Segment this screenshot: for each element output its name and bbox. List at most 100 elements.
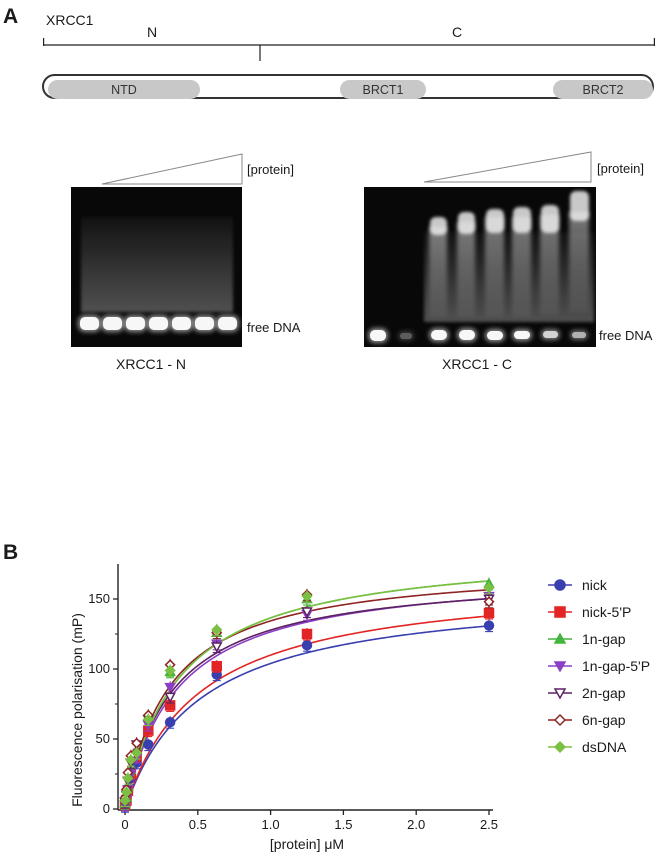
gel-c-free-band [572, 332, 586, 338]
legend-label-dsDNA: dsDNA [582, 739, 627, 755]
gel-c-shifted-band [458, 212, 475, 234]
y-tick-label: 0 [103, 801, 110, 816]
fit-curve-nick [124, 625, 490, 810]
data-point-nick [301, 639, 313, 651]
y-tick-label: 50 [96, 731, 110, 746]
legend-marker-2n-gap [553, 688, 567, 700]
protein-gradient-label-n: [protein] [247, 162, 294, 177]
protein-name-label: XRCC1 [46, 12, 94, 28]
protein-gradient-wedge-n [101, 153, 243, 185]
gel-n-band [80, 317, 99, 330]
gel-c-streak [540, 215, 559, 315]
gel-c-streak [569, 212, 589, 312]
panel-b-letter: B [3, 541, 19, 564]
free-dna-label-c: free DNA [599, 328, 653, 343]
gel-n-band [195, 317, 214, 330]
gel-c-free-band [459, 330, 475, 340]
y-tick-label: 100 [88, 661, 110, 676]
data-point-1n-gap-5'P [164, 682, 176, 694]
data-point-nick [164, 716, 176, 728]
gel-c-free-band [487, 331, 503, 340]
x-tick-label: 0.5 [189, 817, 207, 832]
fp-binding-chart: 0 50 100 150 0 0.5 1.0 1.5 2.0 2.5 nick nick-5'P 1n… [69, 564, 650, 852]
data-point-nick-5'P [301, 628, 313, 640]
legend-label-nick: nick [582, 577, 608, 593]
domain-ntd: NTD [48, 80, 200, 99]
gel-xrcc1-n [71, 187, 242, 347]
legend-marker-1n-gap [553, 632, 567, 644]
data-point-6n-gap [483, 596, 495, 608]
gel-n-band [218, 317, 237, 330]
gel-caption-c: XRCC1 - C [442, 356, 513, 372]
chart-axes: 0 50 100 150 0 0.5 1.0 1.5 2.0 2.5 [88, 564, 498, 832]
data-point-2n-gap [164, 692, 176, 704]
x-tick-label: 1.0 [262, 817, 280, 832]
gel-c-shifted-band [486, 209, 504, 233]
gel-n-background-smear [81, 217, 233, 312]
gel-c-streak [457, 222, 475, 317]
legend-label-nick-5'P: nick-5'P [582, 604, 631, 620]
gel-caption-n: XRCC1 - N [116, 356, 187, 372]
data-point-dsDNA [122, 772, 134, 784]
domain-bracket [42, 38, 656, 61]
c-terminal-label: C [452, 24, 463, 40]
legend-marker-dsDNA [553, 740, 567, 754]
gel-c-free-band [514, 331, 530, 339]
data-point-2n-gap [210, 642, 223, 653]
gel-c-background-smear [424, 232, 594, 322]
data-point-dsDNA [301, 590, 313, 602]
gel-n-band [103, 317, 122, 330]
x-tick-label: 2.5 [480, 817, 498, 832]
data-point-dsDNA [483, 582, 495, 594]
data-point-dsDNA [211, 624, 223, 636]
gel-c-free-band [431, 330, 447, 340]
gel-c-streak [429, 227, 447, 317]
gel-xrcc1-c [364, 187, 596, 347]
gel-c-streak [512, 217, 531, 317]
data-point-dsDNA [142, 713, 154, 725]
protein-gradient-wedge-c [423, 151, 592, 183]
gel-n-band [172, 317, 191, 330]
chart-legend: nick nick-5'P 1n-gap 1n-gap-5'P 2n-gap 6n-gap… [548, 577, 650, 755]
chart-data-points [119, 577, 495, 813]
y-tick-label: 150 [88, 591, 110, 606]
legend-label-1n-gap: 1n-gap [582, 631, 626, 647]
domain-brct2: BRCT2 [553, 80, 653, 99]
legend-label-6n-gap: 6n-gap [582, 712, 626, 728]
legend-marker-1n-gap-5'P [553, 661, 567, 673]
data-point-nick-5'P [211, 660, 222, 672]
data-point-nick [143, 739, 154, 750]
domain-brct1: BRCT1 [340, 80, 426, 99]
legend-marker-6n-gap [553, 713, 567, 727]
protein-gradient-label-c: [protein] [597, 161, 644, 176]
data-point-nick-5'P [483, 607, 495, 619]
gel-c-shifted-band [570, 191, 589, 221]
data-point-nick [483, 620, 495, 631]
gel-c-streak [485, 217, 504, 317]
data-point-dsDNA [120, 786, 133, 798]
domain-map: NTD BRCT1 BRCT2 [42, 74, 654, 99]
gel-c-free-band [543, 331, 558, 338]
legend-label-1n-gap-5'P: 1n-gap-5'P [582, 658, 650, 674]
gel-c-shifted-band [430, 217, 447, 235]
gel-n-band [126, 317, 145, 330]
gel-c-free-band [370, 330, 386, 341]
data-point-dsDNA [164, 664, 176, 676]
gel-c-shifted-band [541, 205, 559, 233]
data-point-dsDNA [131, 747, 143, 759]
gel-c-free-band [400, 333, 412, 339]
data-point-2n-gap [301, 607, 313, 618]
x-tick-label: 0 [121, 817, 128, 832]
free-dna-label-n: free DNA [247, 320, 301, 335]
y-axis-label: Fluorescence polarisation (mP) [69, 613, 85, 807]
legend-label-2n-gap: 2n-gap [582, 685, 626, 701]
x-tick-label: 2.0 [407, 817, 425, 832]
panel-a-letter: A [3, 5, 19, 28]
legend-marker-nick-5'P [554, 606, 566, 618]
gel-n-band [149, 317, 168, 330]
n-terminal-label: N [147, 24, 158, 40]
gel-c-shifted-band [513, 207, 531, 233]
x-tick-label: 1.5 [334, 817, 352, 832]
legend-marker-nick [554, 579, 566, 591]
x-axis-label: [protein] μM [270, 836, 344, 852]
